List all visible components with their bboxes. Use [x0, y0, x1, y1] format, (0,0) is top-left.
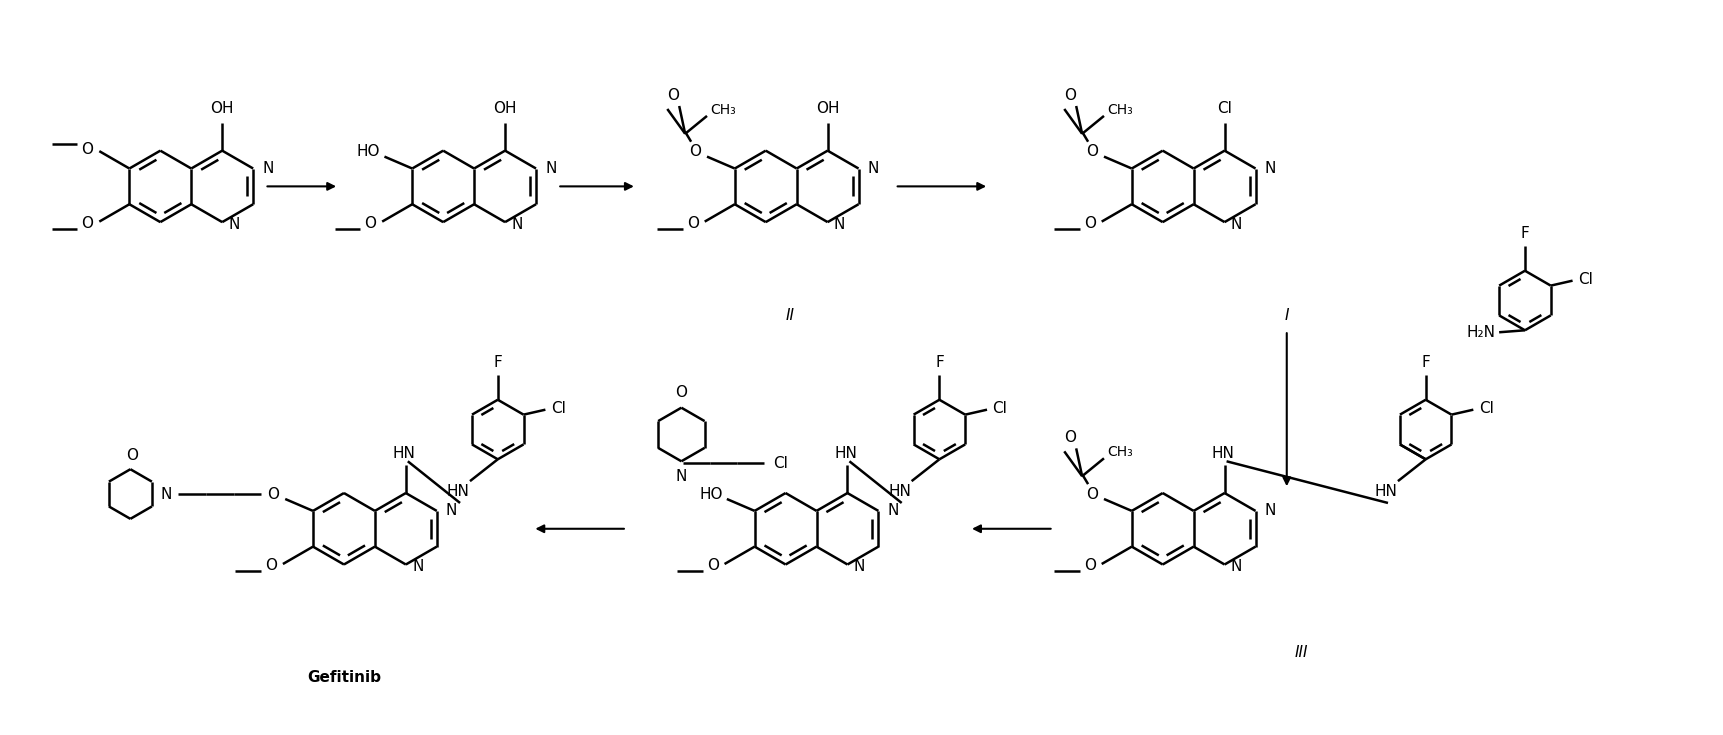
Text: HN: HN — [446, 484, 469, 498]
Text: O: O — [1085, 487, 1098, 501]
Text: HN: HN — [1375, 484, 1397, 498]
Text: F: F — [1421, 354, 1430, 370]
Text: H₂N: H₂N — [1466, 325, 1496, 340]
Text: O: O — [1084, 216, 1096, 231]
Text: F: F — [493, 354, 501, 370]
Text: CH₃: CH₃ — [1106, 103, 1132, 117]
Text: O: O — [1085, 144, 1098, 159]
Text: O: O — [265, 559, 277, 573]
Text: HN: HN — [1211, 446, 1234, 461]
Text: N: N — [853, 559, 865, 574]
Text: O: O — [1065, 430, 1077, 445]
Text: HO: HO — [700, 487, 722, 501]
Text: CH₃: CH₃ — [710, 103, 736, 117]
Text: N: N — [1265, 503, 1277, 518]
Text: O: O — [675, 385, 687, 401]
Text: O: O — [126, 448, 138, 463]
Text: CH₃: CH₃ — [1106, 445, 1132, 459]
Text: O: O — [81, 216, 93, 231]
Text: N: N — [1265, 161, 1277, 176]
Text: O: O — [687, 216, 700, 231]
Text: HN: HN — [393, 446, 415, 461]
Text: OH: OH — [210, 101, 234, 116]
Text: Gefitinib: Gefitinib — [307, 670, 381, 685]
Text: Cl: Cl — [551, 401, 565, 416]
Text: Cl: Cl — [774, 456, 787, 471]
Text: N: N — [1230, 559, 1242, 574]
Text: II: II — [786, 308, 794, 323]
Text: O: O — [1065, 87, 1077, 103]
Text: F: F — [1521, 226, 1530, 240]
Text: O: O — [1084, 559, 1096, 573]
Text: N: N — [446, 503, 457, 518]
Text: O: O — [667, 87, 679, 103]
Text: Cl: Cl — [1478, 401, 1494, 416]
Text: N: N — [262, 161, 274, 176]
Text: O: O — [706, 559, 718, 573]
Text: HN: HN — [834, 446, 856, 461]
Text: OH: OH — [493, 101, 517, 116]
Text: N: N — [412, 559, 424, 574]
Text: N: N — [160, 487, 172, 501]
Text: OH: OH — [817, 101, 839, 116]
Text: O: O — [689, 144, 701, 159]
Text: N: N — [675, 469, 687, 484]
Text: I: I — [1285, 308, 1289, 323]
Text: N: N — [868, 161, 879, 176]
Text: O: O — [81, 142, 93, 157]
Text: N: N — [887, 503, 899, 518]
Text: III: III — [1296, 645, 1308, 660]
Text: N: N — [544, 161, 557, 176]
Text: N: N — [512, 217, 522, 232]
Text: N: N — [834, 217, 846, 232]
Text: N: N — [1230, 217, 1242, 232]
Text: F: F — [936, 354, 944, 370]
Text: O: O — [364, 216, 376, 231]
Text: Cl: Cl — [992, 401, 1008, 416]
Text: Cl: Cl — [1578, 272, 1592, 287]
Text: N: N — [229, 217, 239, 232]
Text: HO: HO — [357, 144, 381, 159]
Text: Cl: Cl — [1216, 101, 1232, 116]
Text: HN: HN — [889, 484, 911, 498]
Text: O: O — [267, 487, 279, 501]
